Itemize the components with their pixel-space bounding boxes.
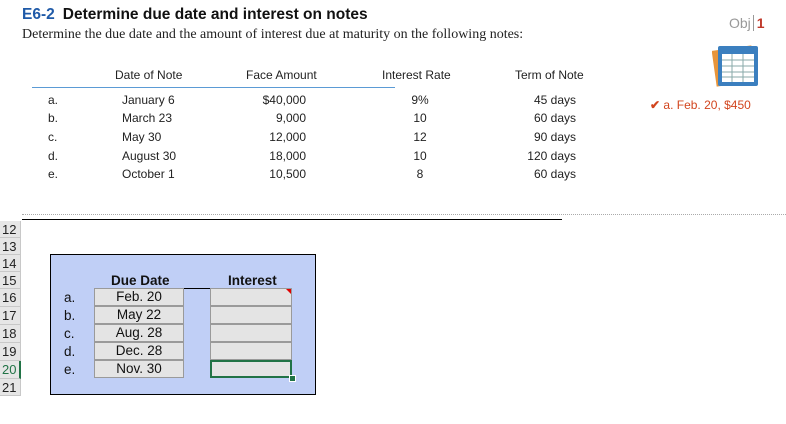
divider-solid (22, 219, 562, 220)
note-rate: 10 (413, 111, 427, 125)
due-date-cell[interactable]: May 22 (94, 306, 184, 324)
exercise-title: E6-2 Determine due date and interest on n… (22, 6, 368, 23)
answer-letter: b. (64, 308, 76, 323)
due-date-cell[interactable]: Nov. 30 (94, 360, 184, 378)
answer-letter: c. (64, 326, 75, 341)
header-date: Date of Note (115, 68, 183, 82)
row-header[interactable]: 15 (0, 272, 21, 289)
interest-cell[interactable] (210, 360, 292, 378)
header-rate: Interest Rate (382, 68, 451, 82)
row-header[interactable]: 19 (0, 343, 21, 361)
note-date: August 30 (122, 149, 177, 163)
objective-label: Obj 1 (729, 15, 765, 31)
checkmark-icon: ✔ (650, 98, 661, 112)
note-letter: c. (48, 130, 58, 144)
row-header[interactable]: 14 (0, 255, 21, 272)
row-header[interactable]: 18 (0, 325, 21, 343)
note-rate: 8 (416, 167, 424, 181)
row-header[interactable]: 16 (0, 289, 21, 307)
instruction-text: Determine the due date and the amount of… (22, 27, 524, 42)
note-term: 120 days (527, 149, 576, 163)
row-header[interactable]: 12 (0, 221, 21, 238)
row-header[interactable]: 20 (0, 361, 21, 379)
note-face: 10,500 (269, 167, 306, 181)
due-date-cell[interactable]: Dec. 28 (94, 342, 184, 360)
note-rate: 12 (413, 130, 427, 144)
note-term: 60 days (533, 111, 576, 125)
note-face: $40,000 (262, 93, 306, 107)
header-face: Face Amount (246, 68, 317, 82)
row-header[interactable]: 17 (0, 307, 21, 325)
answer-letter: e. (64, 362, 76, 377)
answer-letter: a. (64, 290, 76, 305)
interest-cell[interactable] (210, 288, 292, 306)
answer-letter: d. (64, 344, 76, 359)
note-letter: d. (48, 149, 59, 163)
divider-dotted (22, 214, 786, 215)
due-date-cell[interactable]: Feb. 20 (94, 288, 184, 306)
header-underline (94, 288, 292, 289)
note-letter: b. (48, 111, 59, 125)
comment-indicator-icon[interactable] (286, 289, 291, 294)
interest-cell[interactable] (210, 306, 292, 324)
spreadsheet-icon (711, 42, 760, 88)
note-term: 90 days (533, 130, 576, 144)
header-term: Term of Note (515, 68, 584, 82)
note-date: March 23 (122, 111, 173, 125)
due-date-cell[interactable]: Aug. 28 (94, 324, 184, 342)
note-term: 45 days (533, 93, 576, 107)
note-letter: a. (48, 93, 59, 107)
note-term: 60 days (533, 167, 576, 181)
fill-handle[interactable] (289, 375, 296, 382)
note-letter: e. (48, 167, 59, 181)
row-header[interactable]: 21 (0, 379, 21, 396)
header-interest: Interest (228, 273, 277, 288)
note-date: January 6 (122, 93, 175, 107)
row-header[interactable]: 13 (0, 238, 21, 255)
note-date: May 30 (122, 130, 162, 144)
note-face: 12,000 (269, 130, 306, 144)
header-divider (32, 87, 395, 88)
note-face: 9,000 (275, 111, 306, 125)
note-rate: 9% (411, 93, 429, 107)
note-rate: 10 (413, 149, 427, 163)
note-date: October 1 (122, 167, 175, 181)
interest-cell[interactable] (210, 342, 292, 360)
interest-cell[interactable] (210, 324, 292, 342)
header-due-date: Due Date (111, 273, 170, 288)
check-answer: ✔ a. Feb. 20, $450 (650, 98, 751, 112)
note-face: 18,000 (269, 149, 306, 163)
